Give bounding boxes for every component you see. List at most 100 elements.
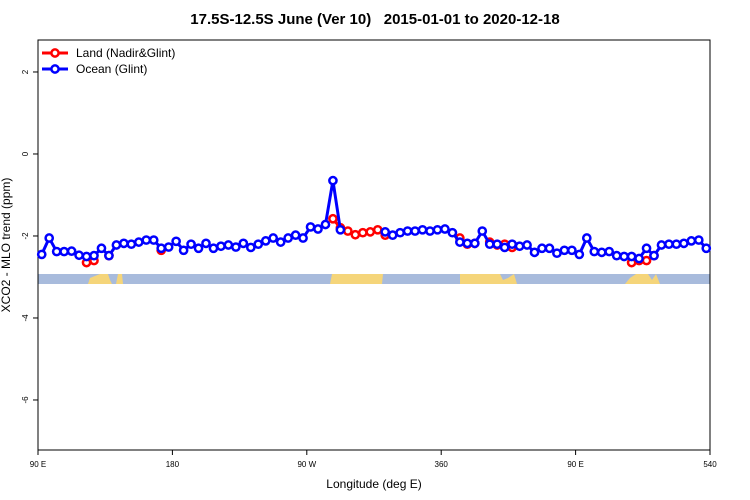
data-point xyxy=(440,224,450,234)
data-point xyxy=(328,213,338,224)
data-point xyxy=(537,243,547,254)
data-point xyxy=(477,226,488,236)
data-point xyxy=(126,239,137,250)
data-point xyxy=(641,243,652,254)
data-point xyxy=(544,243,555,254)
data-point xyxy=(567,245,577,256)
data-point xyxy=(611,250,622,261)
data-point xyxy=(283,233,293,243)
data-point xyxy=(581,233,592,243)
data-point xyxy=(604,246,615,257)
data-point xyxy=(432,224,443,235)
data-point xyxy=(245,242,256,253)
data-point xyxy=(701,243,712,254)
data-point xyxy=(328,175,338,186)
data-point xyxy=(74,250,84,261)
data-point xyxy=(395,227,405,238)
chart-title: 17.5S-12.5S June (Ver 10) 2015-01-01 to … xyxy=(190,11,559,28)
y-tick-label: 0 xyxy=(21,151,30,156)
data-point xyxy=(649,250,659,261)
data-point xyxy=(693,235,704,245)
y-tick-label: -4 xyxy=(21,314,30,322)
series-line xyxy=(40,180,708,261)
data-point xyxy=(679,238,689,249)
data-point xyxy=(552,248,562,259)
legend-marker xyxy=(50,48,60,58)
legend-label: Ocean (Glint) xyxy=(76,62,147,76)
data-point xyxy=(201,238,211,249)
data-point xyxy=(492,239,503,250)
data-point xyxy=(275,237,286,247)
data-point xyxy=(193,243,204,254)
data-point xyxy=(626,251,637,262)
data-point xyxy=(96,243,107,254)
data-point xyxy=(402,226,413,236)
data-point xyxy=(171,236,181,247)
data-point xyxy=(372,224,383,235)
land-mask xyxy=(38,274,710,284)
data-point xyxy=(44,233,55,243)
data-point xyxy=(350,229,361,240)
data-point xyxy=(290,230,301,241)
land-patch xyxy=(625,274,660,284)
data-point xyxy=(686,236,697,246)
legend-label: Land (Nadir&Glint) xyxy=(76,46,175,60)
data-point xyxy=(253,239,264,250)
data-point xyxy=(417,224,428,235)
data-point xyxy=(81,251,92,262)
data-point xyxy=(425,226,435,236)
data-point xyxy=(641,255,652,266)
data-point xyxy=(298,233,308,243)
data-point xyxy=(619,251,629,262)
data-point xyxy=(141,235,152,245)
land-patch xyxy=(330,274,383,284)
x-axis-label: Longitude (deg E) xyxy=(326,477,421,491)
data-point xyxy=(111,240,122,250)
data-point xyxy=(514,241,525,252)
data-point xyxy=(462,238,473,249)
data-point xyxy=(410,226,420,236)
data-point xyxy=(522,240,532,250)
data-point xyxy=(59,246,69,257)
data-point xyxy=(163,242,174,252)
data-point xyxy=(119,238,129,249)
data-point xyxy=(574,249,585,260)
data-point xyxy=(178,245,189,256)
data-point xyxy=(507,239,517,250)
data-point xyxy=(231,242,241,252)
data-point xyxy=(343,226,353,236)
data-point xyxy=(260,236,271,246)
data-point xyxy=(589,246,600,257)
data-point xyxy=(156,243,167,254)
data-point xyxy=(634,253,644,264)
x-tick-label: 180 xyxy=(166,460,180,469)
data-point xyxy=(484,239,495,250)
data-point xyxy=(268,233,279,243)
data-point xyxy=(380,227,391,237)
x-tick-label: 540 xyxy=(703,460,717,469)
y-tick-label: -6 xyxy=(21,396,30,404)
data-point xyxy=(357,227,368,238)
data-point xyxy=(51,246,62,257)
data-point xyxy=(89,250,99,261)
data-point xyxy=(313,224,323,234)
x-tick-label: 90 E xyxy=(567,460,583,469)
x-tick-label: 360 xyxy=(435,460,449,469)
x-tick-label: 90 W xyxy=(297,460,316,469)
data-point xyxy=(596,247,607,258)
data-point xyxy=(216,241,226,252)
data-point xyxy=(148,235,159,245)
data-point xyxy=(447,227,458,238)
y-axis-label: XCO2 - MLO trend (ppm) xyxy=(0,178,13,313)
data-point xyxy=(365,227,376,237)
data-point xyxy=(387,230,398,241)
data-point xyxy=(469,238,480,249)
land-patch xyxy=(88,274,123,284)
data-point xyxy=(499,242,510,253)
y-tick-label: -2 xyxy=(21,232,30,240)
data-point xyxy=(656,240,667,250)
data-point xyxy=(305,222,316,232)
data-point xyxy=(455,237,465,247)
data-point xyxy=(104,250,114,261)
